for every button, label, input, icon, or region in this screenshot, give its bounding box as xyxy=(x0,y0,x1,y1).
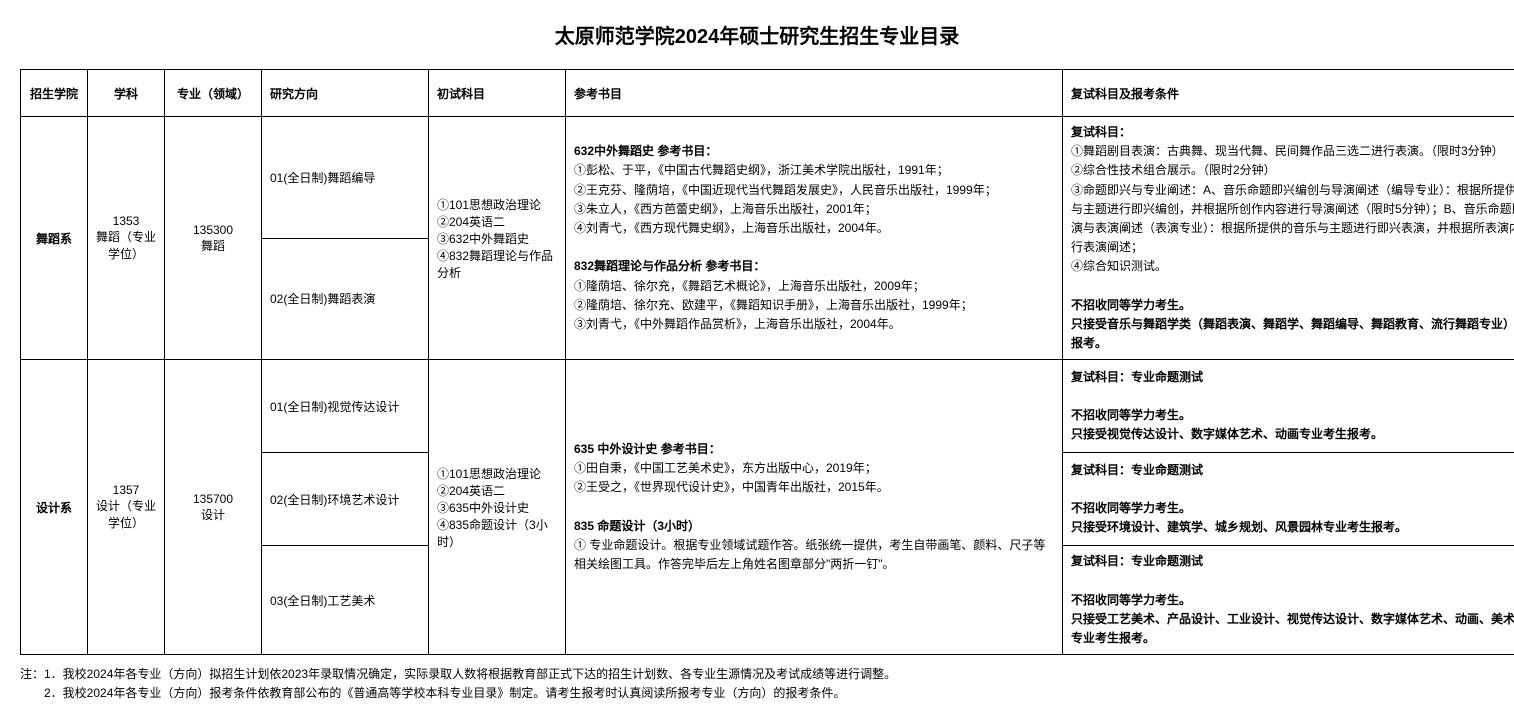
cell-retest: 复试科目：专业命题测试 不招收同等学力考生。 只接受视觉传达设计、数字媒体艺术、… xyxy=(1063,360,1514,453)
header-direction: 研究方向 xyxy=(262,70,429,117)
cell-books: 635 中外设计史 参考书目： ①田自秉，《中国工艺美术史》，东方出版中心，20… xyxy=(566,360,1063,655)
cell-direction: 02(全日制)舞蹈表演 xyxy=(262,238,429,360)
cell-retest: 复试科目：专业命题测试 不招收同等学力考生。 只接受工艺美术、产品设计、工业设计… xyxy=(1063,546,1514,655)
note-line: 注：1．我校2024年各专业（方向）拟招生计划依2023年录取情况确定，实际录取… xyxy=(20,665,1494,684)
cell-direction: 03(全日制)工艺美术 xyxy=(262,546,429,655)
header-retest: 复试科目及报考条件 xyxy=(1063,70,1514,117)
header-initial: 初试科目 xyxy=(429,70,566,117)
cell-dept: 设计系 xyxy=(21,360,88,655)
books-body: ①隆荫培、徐尔充，《舞蹈艺术概论》，上海音乐出版社，2009年； ②隆荫培、徐尔… xyxy=(574,279,973,331)
cell-retest: 复试科目： ①舞蹈剧目表演：古典舞、现当代舞、民间舞作品三选二进行表演。（限时3… xyxy=(1063,117,1514,360)
cell-initial: ①101思想政治理论 ②204英语二 ③632中外舞蹈史 ④832舞蹈理论与作品… xyxy=(429,117,566,360)
books-heading: 832舞蹈理论与作品分析 参考书目： xyxy=(574,259,765,273)
retest-body: 只接受环境设计、建筑学、城乡规划、风景园林专业考生报考。 xyxy=(1071,520,1407,534)
cell-subject: 1357 设计（专业学位） xyxy=(88,360,165,655)
retest-body: 不招收同等学力考生。 xyxy=(1071,593,1191,607)
cell-major: 135700 设计 xyxy=(165,360,262,655)
header-major: 专业（领域） xyxy=(165,70,262,117)
cell-subject: 1353 舞蹈（专业学位） xyxy=(88,117,165,360)
cell-retest: 复试科目：专业命题测试 不招收同等学力考生。 只接受环境设计、建筑学、城乡规划、… xyxy=(1063,453,1514,546)
books-body: ①田自秉，《中国工艺美术史》，东方出版中心，2019年； ②王受之，《世界现代设… xyxy=(574,461,889,494)
note-line: 2．我校2024年各专业（方向）报考条件依教育部公布的《普通高等学校本科专业目录… xyxy=(20,684,1494,703)
retest-body: 只接受视觉传达设计、数字媒体艺术、动画专业考生报考。 xyxy=(1071,427,1383,441)
retest-body: 不招收同等学力考生。 xyxy=(1071,408,1191,422)
books-heading: 835 命题设计（3小时） xyxy=(574,519,700,533)
retest-heading: 不招收同等学力考生。 xyxy=(1071,298,1191,312)
retest-heading: 复试科目：专业命题测试 xyxy=(1071,463,1203,477)
cell-books: 632中外舞蹈史 参考书目： ①彭松、于平，《中国古代舞蹈史纲》，浙江美术学院出… xyxy=(566,117,1063,360)
cell-initial: ①101思想政治理论 ②204英语二 ③635中外设计史 ④835命题设计（3小… xyxy=(429,360,566,655)
retest-body: ①舞蹈剧目表演：古典舞、现当代舞、民间舞作品三选二进行表演。（限时3分钟） ②综… xyxy=(1071,144,1514,273)
cell-direction: 01(全日制)舞蹈编导 xyxy=(262,117,429,239)
table-row: 舞蹈系 1353 舞蹈（专业学位） 135300 舞蹈 01(全日制)舞蹈编导 … xyxy=(21,117,1514,239)
retest-heading: 复试科目： xyxy=(1071,125,1131,139)
books-body: ① 专业命题设计。根据专业领域试题作答。纸张统一提供，考生自带画笔、颜料、尺子等… xyxy=(574,538,1045,571)
cell-direction: 01(全日制)视觉传达设计 xyxy=(262,360,429,453)
table-row: 设计系 1357 设计（专业学位） 135700 设计 01(全日制)视觉传达设… xyxy=(21,360,1514,453)
header-row: 招生学院 学科 专业（领域） 研究方向 初试科目 参考书目 复试科目及报考条件 … xyxy=(21,70,1514,117)
catalog-table: 招生学院 学科 专业（领域） 研究方向 初试科目 参考书目 复试科目及报考条件 … xyxy=(20,69,1514,655)
retest-heading: 复试科目：专业命题测试 xyxy=(1071,370,1203,384)
notes: 注：1．我校2024年各专业（方向）拟招生计划依2023年录取情况确定，实际录取… xyxy=(20,665,1494,703)
retest-body: 不招收同等学力考生。 xyxy=(1071,501,1191,515)
books-heading: 632中外舞蹈史 参考书目： xyxy=(574,144,717,158)
header-dept: 招生学院 xyxy=(21,70,88,117)
header-subject: 学科 xyxy=(88,70,165,117)
page-title: 太原师范学院2024年硕士研究生招生专业目录 xyxy=(20,20,1494,49)
cell-direction: 02(全日制)环境艺术设计 xyxy=(262,453,429,546)
retest-heading: 复试科目：专业命题测试 xyxy=(1071,554,1203,568)
cell-major: 135300 舞蹈 xyxy=(165,117,262,360)
retest-body: 只接受音乐与舞蹈学类（舞蹈表演、舞蹈学、舞蹈编导、舞蹈教育、流行舞蹈专业）的考生… xyxy=(1071,317,1514,350)
cell-dept: 舞蹈系 xyxy=(21,117,88,360)
retest-body: 只接受工艺美术、产品设计、工业设计、视觉传达设计、数字媒体艺术、动画、美术、书法… xyxy=(1071,612,1514,645)
books-body: ①彭松、于平，《中国古代舞蹈史纲》，浙江美术学院出版社，1991年； ②王克芬、… xyxy=(574,163,997,235)
books-heading: 635 中外设计史 参考书目： xyxy=(574,442,721,456)
header-books: 参考书目 xyxy=(566,70,1063,117)
